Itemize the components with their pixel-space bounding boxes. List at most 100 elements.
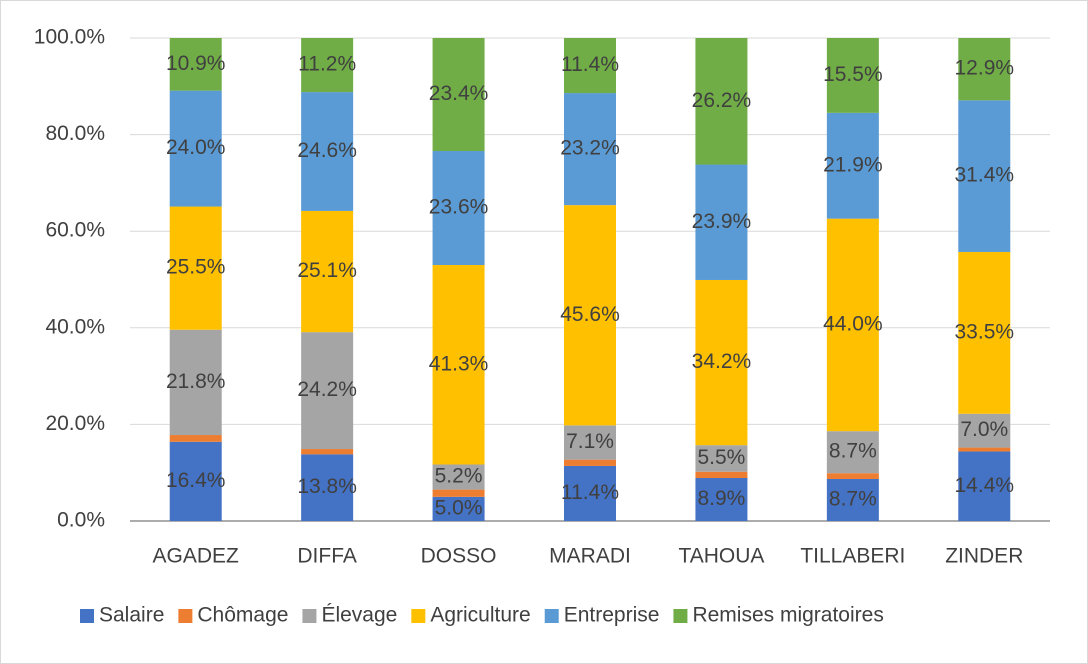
bar-segment — [958, 447, 1011, 452]
data-label: 5.5% — [697, 446, 745, 469]
bar-segment — [564, 205, 616, 426]
data-label: 7.1% — [566, 430, 614, 453]
data-label: 45.6% — [560, 303, 620, 326]
bar-segment — [564, 425, 616, 460]
bar-segment — [564, 38, 616, 94]
data-label: 14.4% — [955, 474, 1015, 497]
y-tick-label: 60.0% — [45, 219, 105, 242]
bar-segment — [695, 279, 748, 446]
data-label: 21.8% — [166, 370, 226, 393]
data-label: 7.0% — [960, 418, 1008, 441]
x-tick-label: AGADEZ — [153, 545, 240, 568]
data-label: 11.4% — [561, 481, 619, 504]
bar-segment — [301, 449, 354, 455]
bar-segment — [958, 251, 1011, 414]
data-label: 31.4% — [955, 164, 1015, 187]
bar-segment — [169, 441, 222, 521]
legend-swatch — [178, 609, 193, 623]
legend-swatch — [544, 609, 559, 623]
data-label: 23.2% — [560, 137, 620, 160]
data-label: 23.9% — [692, 210, 752, 233]
x-tick-label: DOSSO — [421, 545, 497, 568]
y-tick-label: 80.0% — [45, 122, 105, 145]
bar-segment — [432, 265, 485, 465]
data-label: 8.7% — [829, 488, 877, 511]
bar-segment — [432, 489, 485, 497]
data-label: 8.7% — [829, 440, 877, 463]
bar-segment — [564, 93, 616, 206]
bar-segment — [826, 431, 879, 474]
bar-segment — [695, 478, 748, 521]
data-label: 24.6% — [297, 139, 357, 162]
legend-swatch — [673, 609, 688, 623]
data-label: 11.2% — [298, 53, 356, 76]
bar-segment — [826, 218, 879, 432]
data-label: 25.5% — [166, 256, 226, 279]
x-tick-label: TILLABERI — [800, 545, 905, 568]
bar-segment — [958, 38, 1011, 101]
bar-segment — [169, 435, 222, 442]
y-tick-label: 100.0% — [34, 26, 105, 49]
bar-segment — [301, 332, 354, 450]
legend-label: Agriculture — [430, 604, 530, 627]
data-label: 15.5% — [823, 63, 883, 86]
legend-label: Entreprise — [564, 604, 660, 627]
legend-label: Élevage — [321, 604, 397, 627]
legend-label: Remises migratoires — [692, 604, 883, 627]
bar-segment — [169, 329, 222, 436]
legend-swatch — [302, 609, 317, 623]
bar-segment — [695, 445, 748, 472]
legend-label: Chômage — [197, 604, 288, 627]
data-label: 11.4% — [561, 53, 619, 76]
y-tick-label: 0.0% — [57, 509, 105, 532]
data-label: 44.0% — [823, 312, 883, 335]
data-label: 24.2% — [297, 378, 357, 401]
bar-segment — [301, 38, 354, 93]
data-label: 41.3% — [429, 352, 489, 375]
bar-segment — [826, 38, 879, 113]
x-tick-label: DIFFA — [297, 545, 357, 568]
legend-swatch — [411, 609, 426, 623]
bar-segment — [695, 471, 748, 479]
bar-segment — [432, 151, 485, 266]
data-label: 34.2% — [692, 350, 752, 373]
bar-segment — [564, 465, 616, 521]
bar-segment — [826, 112, 879, 219]
bar-segment — [826, 473, 879, 479]
legend-label: Salaire — [99, 604, 164, 627]
bar-segment — [432, 38, 485, 152]
data-label: 23.4% — [429, 82, 489, 105]
data-label: 5.2% — [435, 465, 483, 488]
bar-segment — [958, 451, 1011, 521]
data-label: 25.1% — [297, 259, 357, 282]
bar-segment — [169, 38, 222, 91]
x-tick-label: MARADI — [549, 545, 631, 568]
data-label: 24.0% — [166, 136, 226, 159]
data-label: 8.9% — [697, 487, 745, 510]
x-tick-label: ZINDER — [945, 545, 1023, 568]
data-label: 10.9% — [166, 52, 226, 75]
bar-segment — [695, 38, 748, 165]
bar-segment — [169, 90, 222, 207]
y-tick-label: 40.0% — [45, 315, 105, 338]
bar-segment — [301, 210, 354, 333]
data-label: 21.9% — [823, 153, 883, 176]
bar-segment — [564, 459, 616, 466]
bar-segment — [826, 478, 879, 521]
bar-segment — [169, 206, 222, 330]
bar-segment — [301, 92, 354, 211]
data-label: 13.8% — [297, 475, 357, 498]
bar-segment — [695, 164, 748, 280]
bar-segment — [958, 413, 1011, 448]
data-label: 26.2% — [692, 89, 752, 112]
bar-segment — [432, 464, 485, 490]
data-label: 5.0% — [435, 496, 483, 519]
data-label: 23.6% — [429, 196, 489, 219]
bar-segment — [432, 496, 485, 521]
data-label: 12.9% — [955, 57, 1015, 80]
bar-segment — [301, 454, 354, 521]
legend-swatch — [80, 609, 94, 623]
bar-segment — [958, 100, 1011, 252]
